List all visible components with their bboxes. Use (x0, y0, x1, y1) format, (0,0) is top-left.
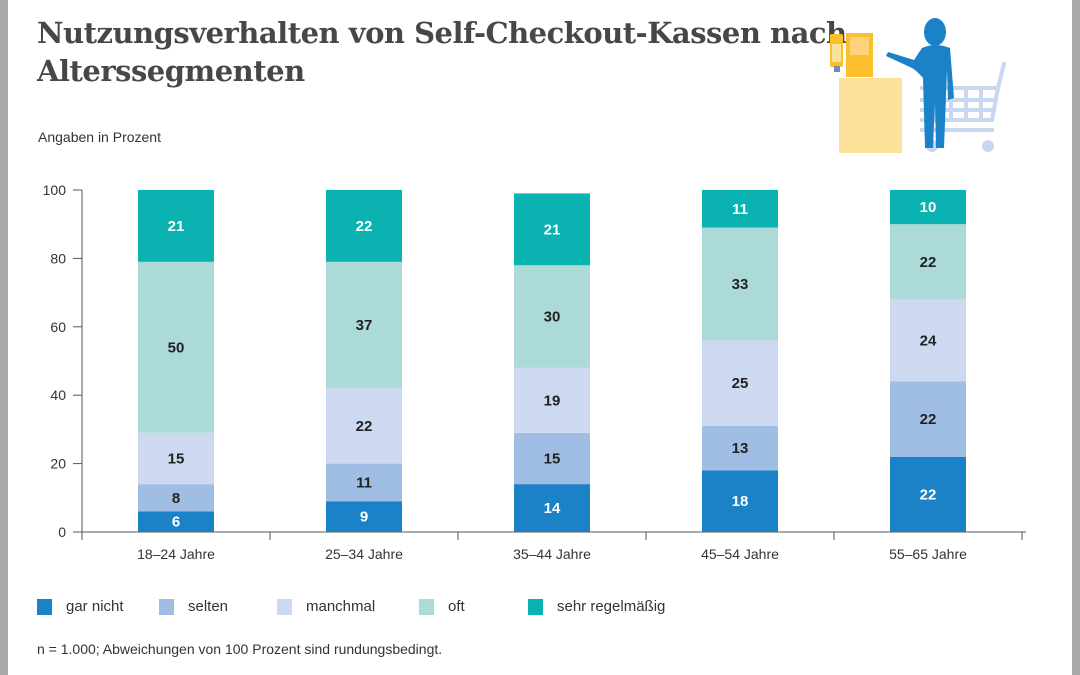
x-tick-label: 25–34 Jahre (325, 546, 403, 562)
x-tick-label: 35–44 Jahre (513, 546, 591, 562)
data-label: 21 (168, 218, 185, 235)
chart-subtitle: Angaben in Prozent (38, 129, 161, 145)
data-label: 50 (168, 339, 185, 356)
bar-segment-gar-nicht (514, 484, 590, 532)
legend-swatch (277, 598, 292, 615)
bar-segment-oft (326, 261, 402, 389)
bar-segment-manchmal (138, 432, 214, 485)
bar-segment-sehr-regelmäßig (890, 190, 966, 225)
legend-item: manchmal (277, 598, 375, 615)
bar-segment-manchmal (326, 388, 402, 464)
data-label: 14 (544, 500, 561, 517)
data-label: 22 (920, 254, 937, 271)
data-label: 6 (172, 514, 180, 531)
legend-item: selten (159, 598, 228, 615)
y-tick-label: 80 (50, 250, 66, 266)
bar-segment-oft (138, 261, 214, 433)
legend-label: oft (448, 598, 465, 615)
bar-segment-oft (702, 227, 778, 341)
data-label: 33 (732, 276, 749, 293)
data-label: 9 (360, 509, 368, 526)
bar-segment-gar-nicht (326, 501, 402, 532)
bar-segment-gar-nicht (890, 456, 966, 532)
bar-segment-manchmal (702, 340, 778, 426)
bar-segment-gar-nicht (702, 470, 778, 532)
data-label: 22 (920, 411, 937, 428)
data-label: 37 (356, 317, 373, 334)
data-label: 11 (356, 474, 372, 491)
y-tick-label: 60 (50, 319, 66, 335)
bar-segment-sehr-regelmäßig (138, 190, 214, 262)
y-tick-label: 20 (50, 456, 66, 472)
data-label: 19 (544, 392, 561, 409)
data-label: 22 (920, 486, 937, 503)
x-tick-label: 55–65 Jahre (889, 546, 967, 562)
legend-swatch (528, 598, 543, 615)
legend-item: gar nicht (37, 598, 124, 615)
data-label: 24 (920, 332, 937, 349)
legend-item: sehr regelmäßig (528, 598, 665, 615)
y-tick-label: 0 (58, 524, 66, 540)
data-label: 22 (356, 418, 373, 435)
legend-swatch (159, 598, 174, 615)
data-label: 30 (544, 309, 561, 326)
data-label: 22 (356, 218, 373, 235)
legend-label: sehr regelmäßig (557, 598, 666, 615)
bar-segment-sehr-regelmäßig (514, 193, 590, 266)
x-tick-label: 18–24 Jahre (137, 546, 215, 562)
x-tick-label: 45–54 Jahre (701, 546, 779, 562)
footnote: n = 1.000; Abweichungen von 100 Prozent … (37, 641, 443, 657)
bar-segment-selten (890, 381, 966, 457)
bar-segment-manchmal (890, 299, 966, 382)
y-tick-label: 100 (43, 182, 67, 198)
bar-segment-selten (514, 432, 590, 485)
data-label: 13 (732, 440, 749, 457)
chart-title: Nutzungsverhalten von Self-Checkout-Kass… (37, 16, 847, 88)
bar-segment-selten (138, 484, 214, 512)
legend-label: gar nicht (66, 598, 124, 615)
bar-segment-sehr-regelmäßig (702, 190, 778, 228)
data-label: 11 (732, 201, 748, 218)
legend-label: manchmal (306, 598, 376, 615)
stacked-bar-chart: 0 20 40 60 80 100 18–24 Jahre 25–34 Jahre 35–44 … (43, 182, 1026, 562)
bar-segment-oft (890, 224, 966, 300)
bar-segment-gar-nicht (138, 511, 214, 532)
data-label: 18 (732, 493, 749, 510)
data-label: 15 (544, 450, 561, 467)
bar-segment-oft (514, 265, 590, 368)
data-label: 10 (920, 199, 937, 216)
data-label: 8 (172, 490, 180, 507)
self-checkout-illustration-icon (830, 18, 1006, 153)
data-label: 21 (544, 221, 561, 238)
data-label: 15 (168, 450, 185, 467)
y-tick-label: 40 (50, 387, 66, 403)
legend-swatch (419, 598, 434, 615)
data-label: 25 (732, 375, 749, 392)
legend-swatch (37, 598, 52, 615)
bar-segment-manchmal (514, 367, 590, 433)
bar-segment-selten (702, 425, 778, 471)
legend-item: oft (419, 598, 465, 615)
bar-segment-selten (326, 463, 402, 502)
legend-label: selten (188, 598, 229, 615)
bar-segment-sehr-regelmäßig (326, 190, 402, 262)
